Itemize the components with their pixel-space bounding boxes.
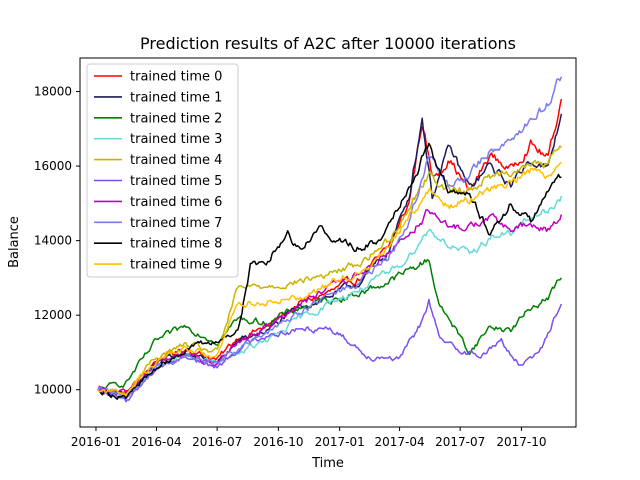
series-line-9	[97, 161, 562, 397]
plot-frame	[79, 57, 577, 428]
legend-label: trained time 6	[130, 195, 222, 210]
legend-label: trained time 0	[130, 70, 222, 85]
y-axis: 10000 12000 14000 16000 18000	[34, 85, 80, 397]
y-tick-label: 16000	[34, 159, 72, 173]
legend: trained time 0 trained time 1 trained time…	[86, 63, 239, 278]
y-tick-label: 10000	[34, 383, 72, 397]
x-axis-label: Time	[311, 456, 344, 471]
x-tick-label: 2017-07	[435, 435, 485, 449]
x-axis: 2016-01 2016-04 2016-07 2016-10 2017-01 2017-…	[71, 427, 546, 449]
x-tick-label: 2016-01	[71, 435, 121, 449]
legend-label: trained time 7	[130, 216, 222, 231]
y-tick-label: 14000	[34, 234, 72, 248]
x-tick-label: 2017-10	[496, 435, 546, 449]
series-line-2	[97, 258, 563, 391]
y-tick-label: 12000	[34, 308, 72, 322]
chart-title: Prediction results of A2C after 10000 it…	[140, 34, 516, 53]
series-layer	[97, 76, 563, 403]
y-axis-label: Balance	[7, 216, 22, 268]
series-line-8	[97, 142, 562, 400]
x-tick-label: 2016-07	[192, 435, 242, 449]
series-line-3	[97, 195, 563, 400]
legend-label: trained time 1	[130, 90, 222, 105]
legend-label: trained time 8	[130, 237, 222, 252]
legend-label: trained time 2	[130, 111, 222, 126]
legend-label: trained time 5	[130, 174, 222, 189]
y-tick-label: 18000	[34, 85, 72, 99]
legend-label: trained time 3	[130, 132, 222, 147]
legend-label: trained time 9	[130, 258, 222, 273]
legend-box	[86, 63, 239, 278]
x-tick-label: 2016-04	[131, 435, 181, 449]
series-line-4	[97, 145, 562, 396]
x-tick-label: 2017-01	[315, 435, 365, 449]
x-tick-label: 2017-04	[375, 435, 425, 449]
legend-label: trained time 4	[130, 153, 222, 168]
x-tick-label: 2016-10	[253, 435, 303, 449]
series-line-7	[97, 76, 563, 400]
